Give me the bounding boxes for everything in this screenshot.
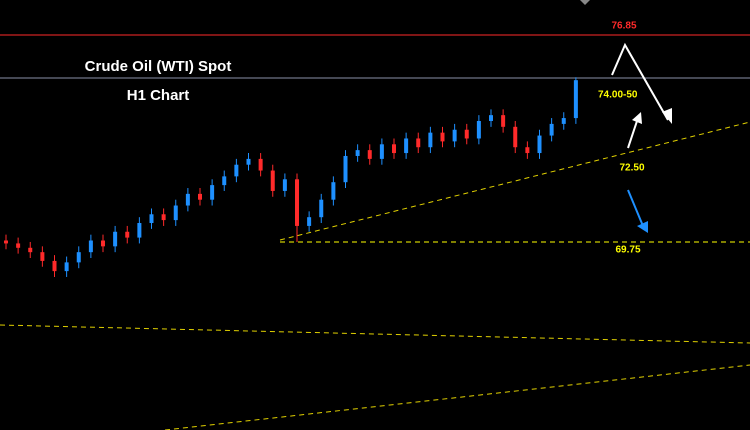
candle-body: [489, 115, 493, 121]
candle-body: [28, 247, 33, 253]
candle-body: [379, 144, 384, 159]
chart-title: Crude Oil (WTI) Spot: [85, 58, 232, 75]
candle-body: [234, 164, 239, 177]
candle-body: [173, 205, 178, 221]
candle-body: [88, 240, 93, 253]
target-label: 74.00-50: [598, 90, 638, 101]
candle-body: [525, 147, 530, 154]
candle-body: [270, 170, 275, 191]
candle-body: [440, 132, 445, 142]
candle-body: [452, 129, 457, 142]
candle-body: [16, 243, 21, 248]
candle-body: [295, 179, 299, 226]
candle-body: [52, 260, 57, 272]
candle-body: [198, 193, 202, 200]
candle-body: [113, 231, 118, 247]
chart-subtitle: H1 Chart: [127, 87, 190, 104]
arrowhead: [632, 112, 642, 124]
candle-body: [137, 223, 142, 238]
candle-body: [428, 132, 433, 148]
candle-body: [76, 252, 81, 263]
level-label: 76.85: [611, 21, 636, 32]
candle-body: [101, 240, 105, 247]
arrowhead: [637, 221, 648, 233]
candle-body: [307, 217, 312, 226]
candle-body: [282, 179, 287, 191]
candle-body: [367, 150, 372, 159]
candle-body: [537, 135, 542, 154]
level-label: 69.75: [615, 245, 640, 256]
candle-body: [404, 138, 409, 154]
candle-body: [185, 193, 190, 206]
level-label: 72.50: [619, 162, 644, 173]
arrowhead: [662, 108, 672, 124]
arrow: [627, 117, 639, 149]
candle-body: [210, 185, 215, 200]
candle-body: [258, 158, 263, 171]
candle-body: [355, 150, 360, 156]
candle-body: [416, 138, 421, 148]
candle-body: [573, 80, 578, 119]
candle-body: [319, 199, 324, 218]
arrow: [611, 42, 669, 121]
candle-body: [222, 176, 227, 186]
candle-body: [161, 214, 166, 221]
candle-body: [125, 231, 130, 238]
candle-body: [4, 240, 8, 244]
arrow: [627, 189, 644, 227]
marker: [580, 0, 590, 5]
candle-body: [40, 252, 45, 261]
trendline: [164, 364, 750, 430]
candle-body: [149, 214, 154, 224]
candle-body: [561, 118, 566, 124]
candle-body: [501, 115, 506, 127]
candle-body: [331, 182, 336, 200]
trendline: [0, 324, 750, 344]
candle-body: [549, 123, 554, 136]
candle-body: [64, 262, 69, 272]
candle-body: [464, 129, 469, 139]
candle-body: [513, 126, 518, 148]
candle-body: [476, 120, 481, 139]
candle-body: [246, 158, 251, 165]
candle-body: [392, 144, 396, 154]
candle-body: [343, 155, 348, 183]
